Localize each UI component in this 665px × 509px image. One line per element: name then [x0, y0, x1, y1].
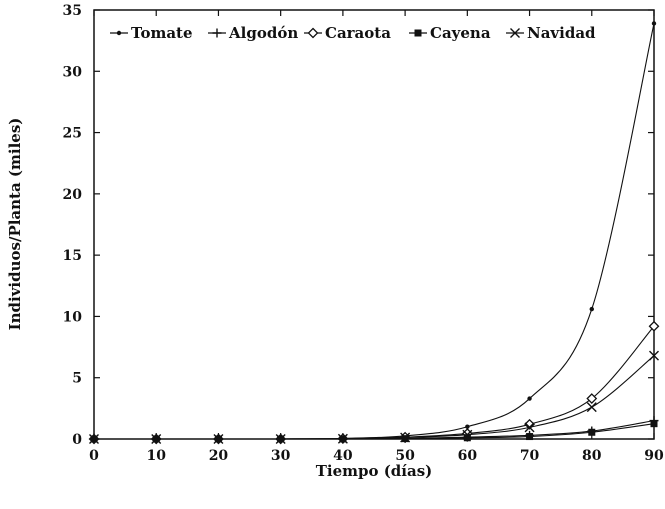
y-tick-label: 20 [63, 187, 83, 203]
data-point [651, 21, 657, 26]
x-tick-label: 20 [209, 448, 229, 464]
y-axis: 0 5 10 15 20 25 30 35 [63, 3, 654, 448]
legend-label: Navidad [527, 24, 596, 42]
legend-item: Caraota [304, 24, 391, 42]
series-line [94, 23, 655, 440]
data-point [650, 420, 658, 428]
data-point [400, 432, 411, 443]
data-point [465, 424, 470, 429]
legend-item: Algodón [208, 24, 298, 42]
legend-item: Cayena [409, 24, 491, 42]
x-tick-label: 70 [520, 448, 540, 464]
y-tick-label: 5 [72, 371, 82, 387]
data-point [524, 422, 535, 433]
legend-marker [116, 30, 122, 36]
data-point [649, 350, 659, 361]
y-tick-label: 35 [63, 3, 82, 19]
y-tick-label: 25 [63, 126, 82, 142]
x-tick-label: 0 [89, 448, 99, 464]
series-line [94, 325, 655, 440]
series-line [94, 423, 655, 440]
plot-frame [93, 9, 655, 440]
legend-marker [510, 28, 520, 38]
data-point [527, 396, 532, 401]
data-point [337, 433, 348, 444]
data-point [151, 434, 162, 444]
data-point [462, 429, 473, 440]
x-tick-label: 90 [644, 448, 664, 464]
data-point [275, 434, 286, 444]
data-point [588, 428, 596, 436]
y-tick-label: 30 [63, 64, 83, 80]
legend-marker [414, 29, 422, 37]
y-tick-label: 0 [72, 432, 82, 448]
y-tick-label: 15 [63, 248, 82, 264]
y-axis-title: Individuos/Planta (miles) [6, 118, 24, 331]
data-point [89, 434, 99, 444]
data-point [401, 435, 409, 443]
data-point [586, 393, 598, 404]
x-axis: 0 10 20 30 40 50 60 70 80 90 [89, 10, 664, 464]
series-tomate [91, 21, 657, 442]
data-point [524, 418, 535, 430]
series-line [94, 355, 655, 440]
legend-label: Cayena [430, 24, 491, 42]
x-tick-label: 40 [333, 448, 353, 464]
x-axis-title: Tiempo (días) [316, 462, 433, 480]
series-caraota [88, 320, 660, 445]
legend: Tomate Algodón Caraota Cayena Navidad [110, 24, 596, 42]
legend-item: Tomate [110, 24, 193, 42]
legend-marker [307, 27, 319, 39]
x-tick-label: 30 [271, 448, 291, 464]
series-navidad [89, 350, 659, 444]
series-layer [88, 21, 660, 445]
legend-label: Algodón [228, 24, 298, 42]
x-tick-label: 10 [146, 448, 166, 464]
x-tick-label: 60 [458, 448, 478, 464]
legend-label: Caraota [325, 24, 391, 42]
data-point [648, 320, 660, 332]
data-point [463, 434, 471, 442]
series-line [94, 420, 655, 440]
data-point [526, 433, 534, 441]
x-tick-label: 50 [395, 448, 415, 464]
legend-label: Tomate [131, 24, 193, 42]
legend-marker [212, 28, 222, 38]
legend-item: Navidad [506, 24, 596, 42]
data-point [586, 402, 597, 413]
x-tick-label: 80 [582, 448, 602, 464]
y-tick-label: 10 [63, 309, 83, 325]
data-point [589, 306, 594, 312]
data-point [213, 434, 224, 444]
